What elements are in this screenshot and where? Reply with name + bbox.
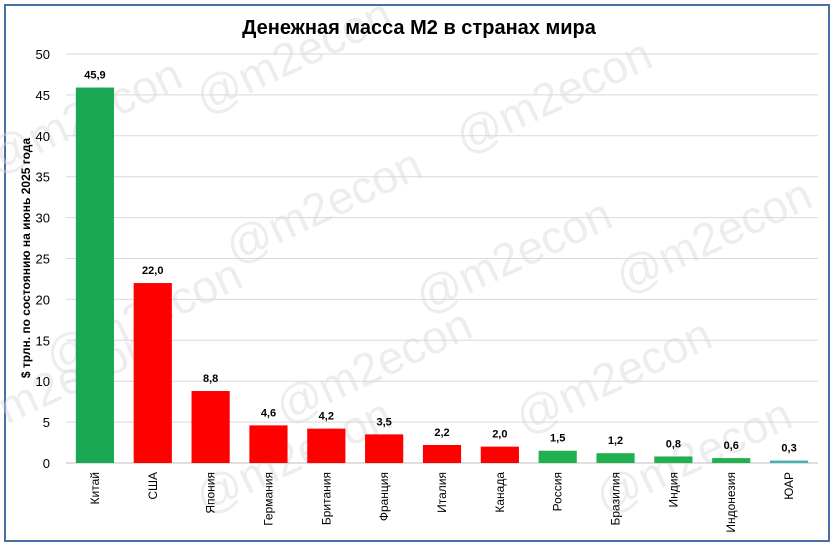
y-tick-label: 5 (43, 415, 50, 430)
bar (480, 446, 519, 463)
category-label: Индия (666, 472, 680, 507)
y-tick-label: 25 (36, 252, 50, 267)
data-label: 0,3 (781, 443, 796, 455)
y-tick-label: 45 (36, 88, 50, 103)
bar (365, 434, 404, 463)
y-tick-label: 0 (43, 456, 50, 471)
bar (422, 445, 462, 463)
data-label: 3,5 (377, 416, 392, 428)
data-label: 8,8 (203, 373, 218, 385)
category-label: Германия (261, 472, 275, 526)
y-tick-label: 40 (36, 129, 50, 144)
category-label: ЮАР (782, 472, 796, 500)
data-label: 4,6 (261, 407, 276, 419)
y-axis-label: $ трлн. по состоянию на июнь 2025 года (19, 138, 33, 378)
data-label: 45,9 (84, 70, 105, 82)
y-tick-label: 20 (36, 292, 50, 307)
bar (191, 391, 230, 463)
category-label: Франция (377, 472, 391, 521)
bar (249, 425, 288, 463)
bars-group (75, 87, 809, 464)
data-label: 22,0 (142, 265, 163, 277)
bar (75, 87, 115, 464)
y-tick-label: 35 (36, 170, 50, 185)
category-label: Канада (493, 472, 507, 513)
y-tick-label: 30 (36, 211, 50, 226)
y-tick-label: 15 (36, 333, 50, 348)
category-label: Британия (319, 472, 333, 525)
bar (538, 450, 577, 463)
data-label: 1,2 (608, 435, 623, 447)
category-label: Италия (435, 472, 449, 513)
data-label: 2,2 (434, 427, 449, 439)
bar (307, 428, 346, 463)
y-axis-ticks: 0 5 10 15 20 25 30 35 40 45 50 (36, 47, 50, 471)
watermark-text: @m2econ (607, 167, 820, 303)
watermark-text: @m2econ (217, 137, 430, 273)
category-label: Бразилия (609, 472, 623, 526)
bar (596, 453, 635, 463)
y-tick-label: 10 (36, 374, 50, 389)
data-label: 1,5 (550, 433, 565, 445)
chart-title: Денежная масса М2 в странах мира (242, 17, 597, 39)
data-label: 0,6 (724, 440, 739, 452)
bar (133, 283, 172, 463)
data-label: 0,8 (666, 438, 681, 450)
data-label: 4,2 (319, 411, 334, 423)
watermark-text: @m2econ (407, 187, 620, 323)
grid-lines (66, 53, 818, 464)
category-label: Япония (204, 472, 218, 514)
x-axis-categories: Китай США Япония Германия Британия Франция Ита… (88, 472, 796, 533)
category-label: Китай (88, 472, 102, 504)
watermark-layer: @m2econ @m2econ@m2econ@m2econ@m2econ@m2ec… (0, 0, 820, 524)
data-labels-group: 45,9 22,0 8,8 4,6 4,2 3,5 2,2 2,0 1,5 1,2 0,8 0,6 0,… (84, 70, 797, 455)
bar (712, 458, 751, 463)
data-label: 2,0 (492, 429, 507, 441)
category-label: Россия (551, 472, 565, 511)
watermark-text: @m2econ (447, 27, 660, 163)
category-label: США (146, 472, 160, 500)
watermark-text: @m2econ (507, 307, 720, 443)
category-label: Индонезия (724, 472, 738, 533)
y-tick-label: 50 (36, 47, 50, 62)
bar (654, 456, 693, 463)
bar (769, 460, 809, 463)
